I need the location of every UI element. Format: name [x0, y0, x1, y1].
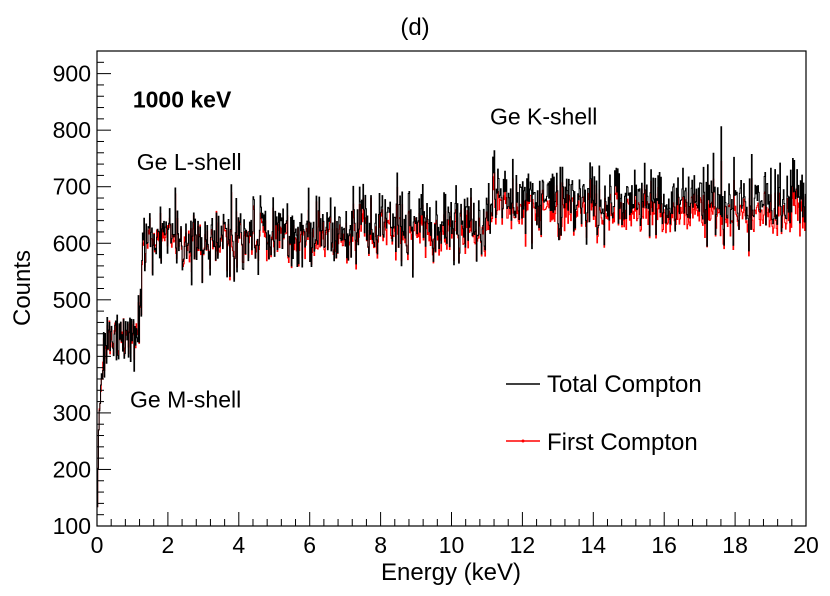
series-layer [97, 126, 806, 508]
legend: Total Compton First Compton [506, 371, 702, 456]
y-tick-label: 400 [53, 343, 91, 369]
annotations-layer: 1000 keV Ge K-shell Ge L-shell Ge M-shell [130, 87, 597, 413]
y-tick-label: 200 [53, 456, 91, 482]
annotation-l-shell: Ge L-shell [137, 149, 242, 175]
annotation-m-shell: Ge M-shell [130, 386, 241, 412]
y-tick-label: 900 [53, 61, 91, 87]
x-tick-label: 8 [374, 532, 387, 558]
x-tick-label: 2 [162, 532, 175, 558]
x-tick-label: 0 [91, 532, 104, 558]
x-tick-label: 14 [581, 532, 607, 558]
x-tick-label: 18 [722, 532, 748, 558]
y-tick-label: 300 [53, 400, 91, 426]
y-tick-label: 800 [53, 117, 91, 143]
x-tick-label: 6 [303, 532, 316, 558]
chart-title: (d) [400, 14, 429, 41]
axes-layer: 0 2 4 6 8 10 12 14 16 18 20 100 200 300 400 500 600 700 80… [53, 50, 819, 558]
y-tick-label: 700 [53, 174, 91, 200]
y-axis-title: Counts [9, 250, 36, 326]
legend-label-total-compton: Total Compton [547, 371, 702, 398]
legend-marker-first-compton [521, 439, 525, 443]
legend-label-first-compton: First Compton [547, 429, 698, 456]
x-tick-label: 20 [793, 532, 819, 558]
x-tick-label: 16 [651, 532, 677, 558]
annotation-energy: 1000 keV [133, 87, 232, 113]
y-tick-label: 600 [53, 230, 91, 256]
series-line-total-compton [97, 126, 806, 508]
x-tick-label: 12 [510, 532, 536, 558]
y-tick-label: 100 [53, 513, 91, 539]
x-axis-title: Energy (keV) [381, 559, 521, 586]
y-tick-label: 500 [53, 287, 91, 313]
annotation-k-shell: Ge K-shell [490, 104, 597, 130]
x-tick-label: 10 [439, 532, 465, 558]
x-tick-label: 4 [232, 532, 245, 558]
